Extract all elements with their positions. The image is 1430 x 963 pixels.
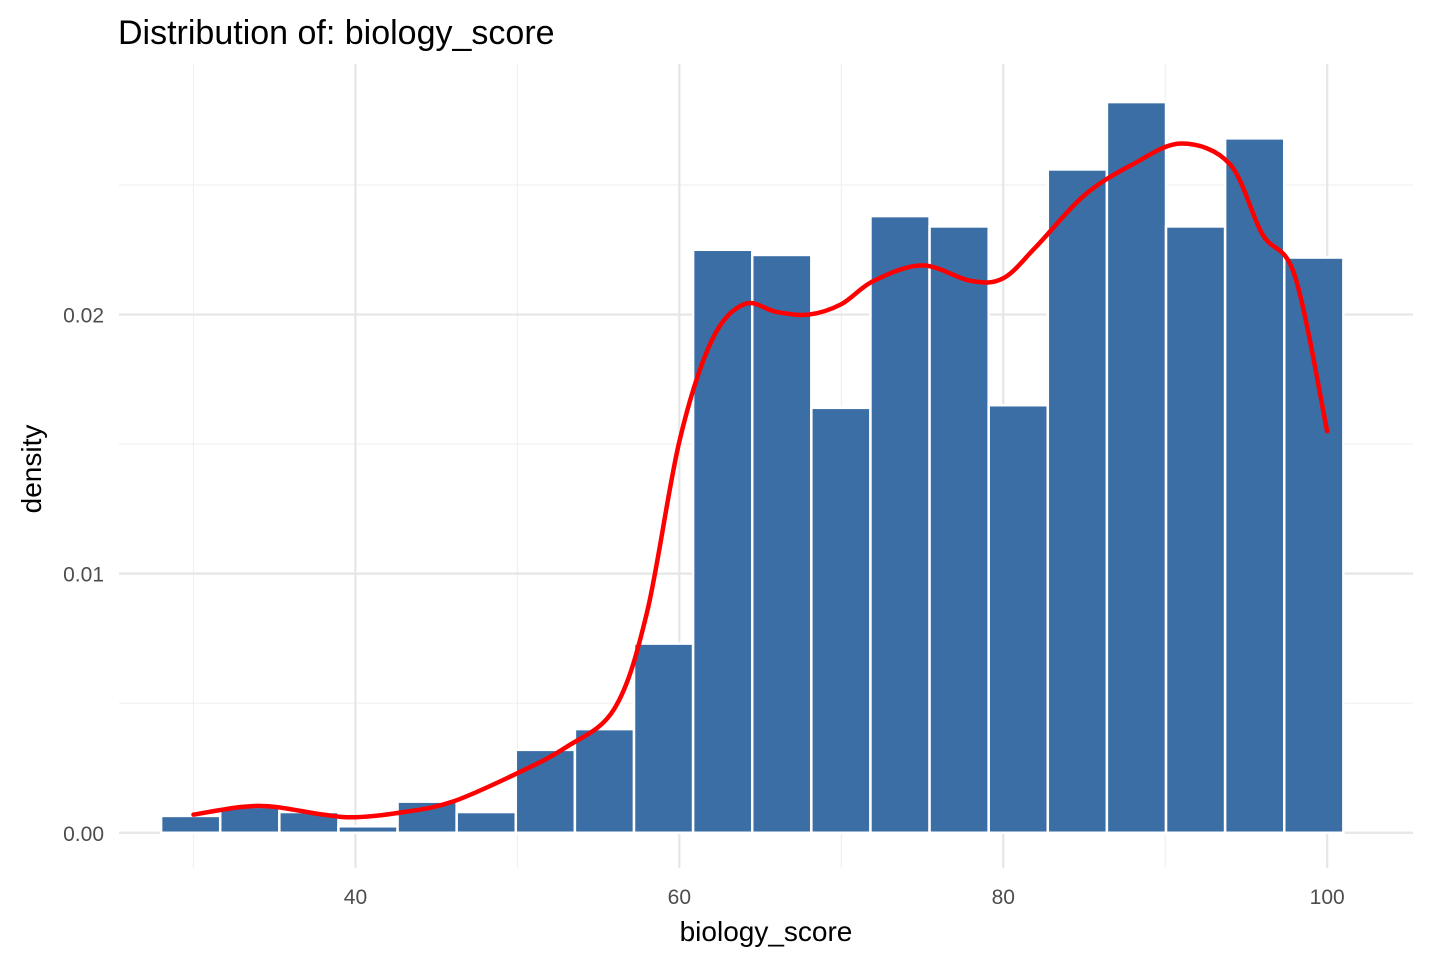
histogram-bar (1223, 137, 1286, 835)
histogram-bar (987, 403, 1050, 835)
histogram-bars (159, 100, 1345, 835)
histogram-bar (632, 642, 695, 835)
x-tick-label: 40 (344, 886, 367, 909)
x-tick-label: 80 (992, 886, 1015, 909)
histogram-bar (1105, 100, 1168, 835)
chart-title: Distribution of: biology_score (118, 14, 555, 52)
x-axis-title: biology_score (680, 916, 853, 947)
histogram-bar (1046, 168, 1109, 835)
histogram-bar (1164, 225, 1227, 835)
histogram-bar (750, 253, 813, 835)
x-tick-label: 60 (668, 886, 691, 909)
histogram-bar (928, 225, 990, 835)
density-curve (191, 141, 1330, 820)
x-tick-label: 100 (1310, 886, 1345, 909)
histogram-bar (869, 214, 931, 835)
x-axis-ticks: 40 60 80 100 (344, 886, 1345, 909)
histogram-bar (337, 825, 399, 835)
histogram-bar (810, 406, 872, 835)
y-axis-title: density (16, 425, 47, 514)
histogram-bar (573, 727, 636, 835)
y-tick-label: 0.02 (63, 305, 104, 328)
histogram-bar (1282, 256, 1345, 835)
histogram-bar (159, 814, 222, 835)
y-axis-ticks: 0.00 0.01 0.02 (63, 305, 104, 846)
histogram-bar (691, 248, 754, 835)
y-tick-label: 0.00 (63, 823, 104, 846)
histogram-bar (455, 810, 518, 835)
histogram-bar (514, 748, 577, 835)
y-tick-label: 0.01 (63, 564, 104, 587)
